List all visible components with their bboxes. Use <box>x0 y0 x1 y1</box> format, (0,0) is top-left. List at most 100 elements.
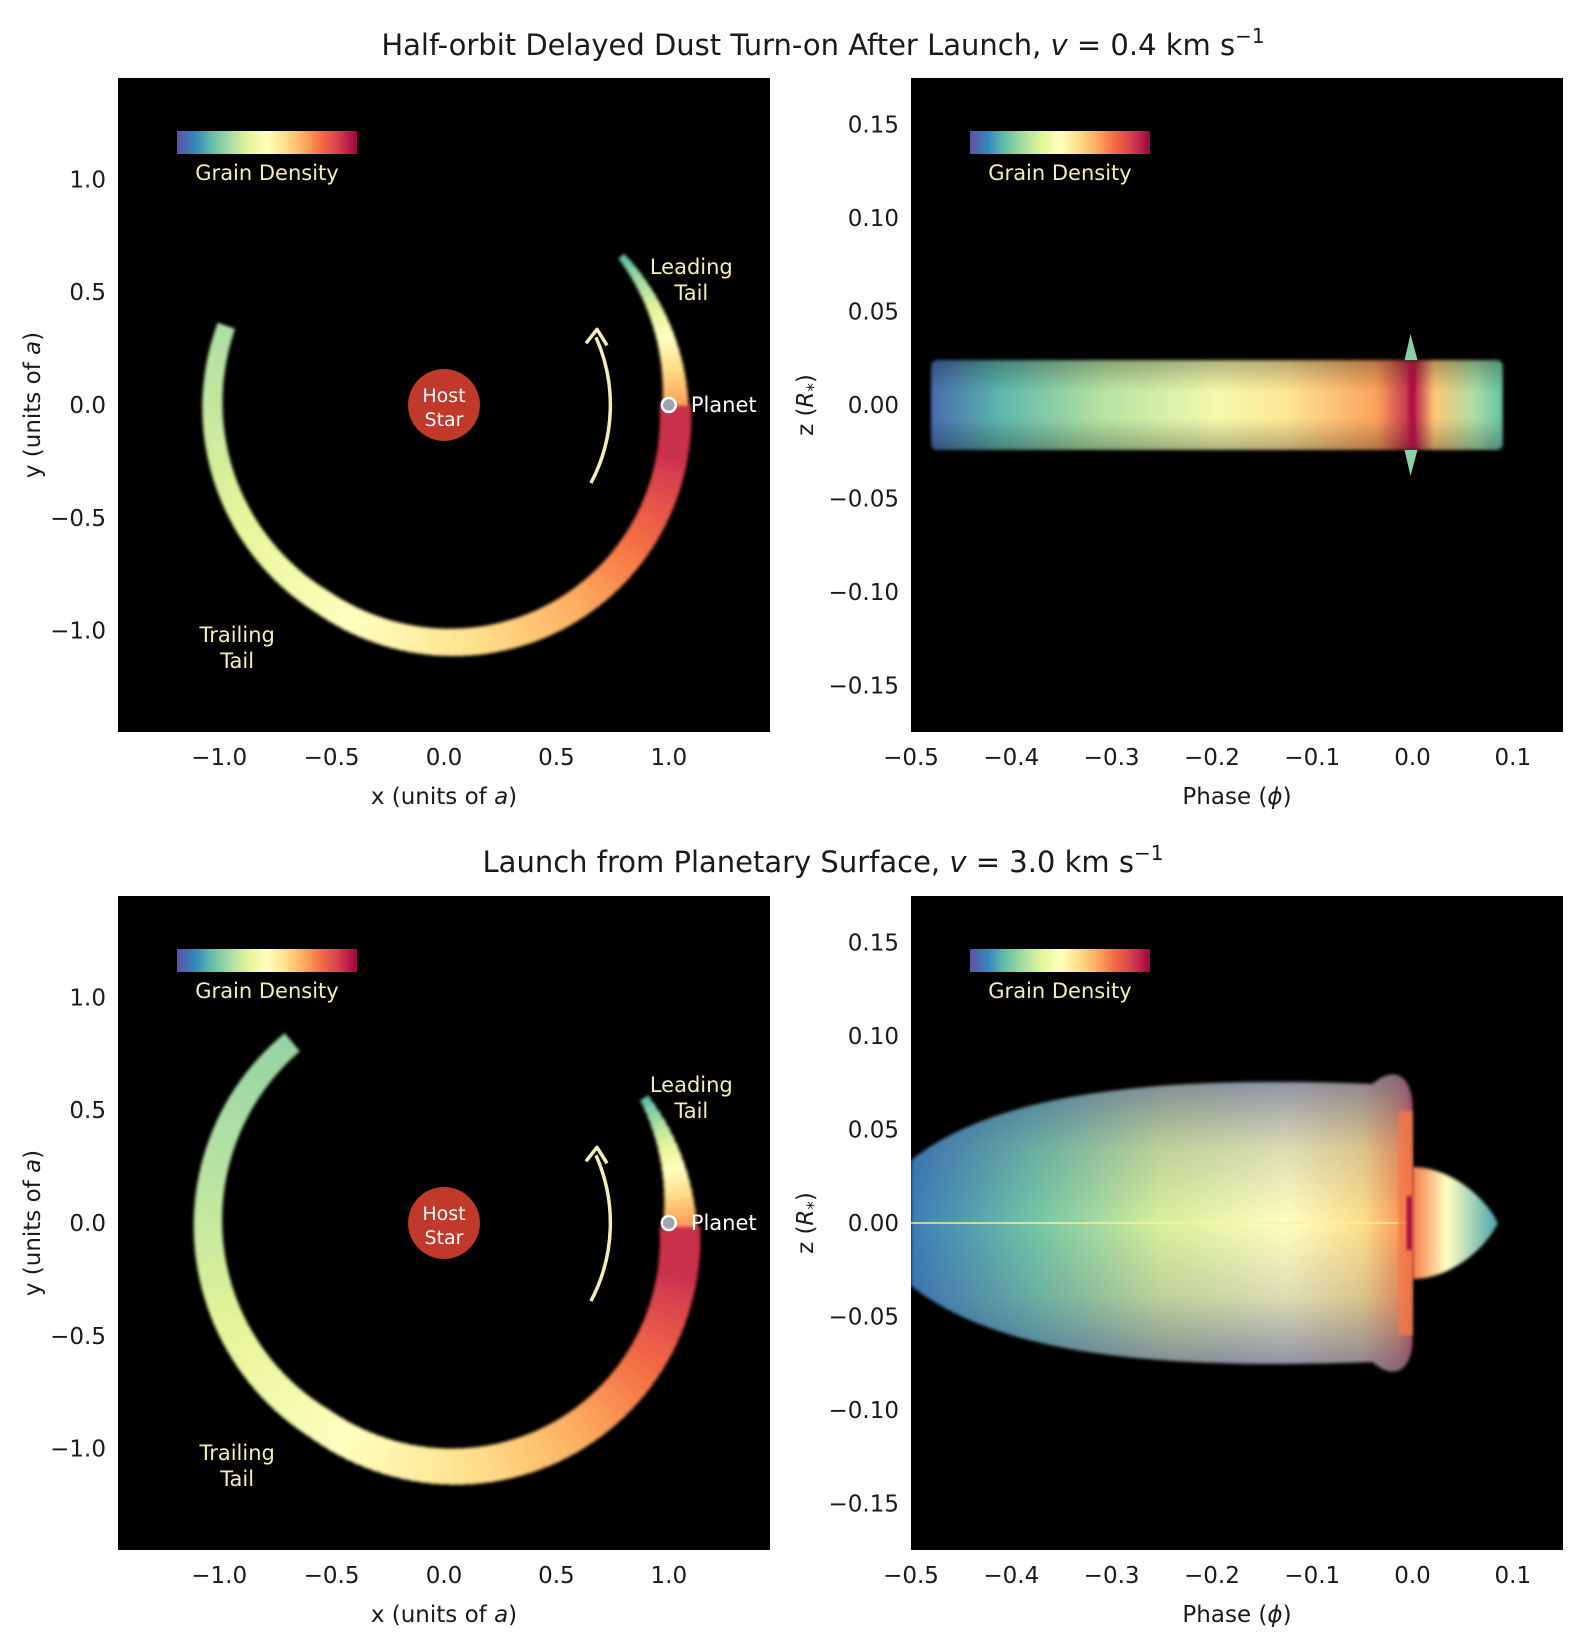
tail-segment <box>633 1331 674 1363</box>
tail-segment <box>563 1409 595 1449</box>
host-star-label: Star <box>425 409 464 431</box>
tail-segment <box>597 1381 634 1418</box>
tail-segment <box>657 1259 700 1279</box>
tail-segment <box>561 591 586 622</box>
tail-segment <box>206 1295 240 1318</box>
tail-segment <box>652 1283 695 1308</box>
tail-segment <box>257 1050 284 1076</box>
tail-segment <box>653 457 687 477</box>
tail-segment <box>626 522 659 549</box>
planet-marker <box>660 396 678 414</box>
tail-segment <box>449 1448 463 1485</box>
tail-segment <box>554 595 579 627</box>
tail-segment <box>503 618 523 650</box>
tail-segment <box>200 1155 230 1174</box>
tail-segment <box>291 576 316 603</box>
dust-tail <box>193 1033 701 1485</box>
tail-segment <box>650 1292 692 1317</box>
x-tick-label: −0.5 <box>883 1563 939 1589</box>
tail-segment <box>381 1439 401 1477</box>
density-map <box>202 253 692 657</box>
tail-segment <box>662 388 688 400</box>
tail-segment <box>247 1361 280 1391</box>
tail-segment <box>649 472 683 494</box>
tail-segment <box>540 603 564 635</box>
colorbar-label: Grain Density <box>988 161 1131 185</box>
y-axis-label: y (units of a) <box>20 1150 46 1296</box>
x-tick-label: −0.3 <box>1084 1563 1140 1589</box>
tail-segment <box>221 492 246 512</box>
tail-segment <box>580 576 608 607</box>
tail-segment <box>658 1250 701 1269</box>
tail-segment <box>263 1043 290 1069</box>
tail-segment <box>372 1437 393 1474</box>
leading-tail-label: Tail <box>673 1099 708 1123</box>
y-tick-label: 0.10 <box>848 206 899 232</box>
x-axis-label: Phase (ϕ) <box>1182 784 1291 810</box>
tail-segment <box>656 1267 698 1288</box>
tail-segment <box>241 526 266 548</box>
tail-segment <box>327 1419 354 1456</box>
tail-segment <box>441 628 453 656</box>
tail-segment <box>319 1414 346 1451</box>
colorbar-label: Grain Density <box>988 979 1131 1003</box>
tail-segment <box>279 566 303 592</box>
tail-segment <box>288 1395 318 1430</box>
tail-segment <box>533 607 556 638</box>
tail-segment <box>203 1146 233 1166</box>
tail-segment <box>272 561 298 586</box>
tail-segment <box>285 571 309 598</box>
x-tick-label: −0.1 <box>1284 745 1340 771</box>
tail-segment <box>215 478 240 496</box>
tail-segment <box>634 509 667 534</box>
tail-segment <box>547 599 571 631</box>
tail-segment <box>319 593 341 621</box>
x-tick-label: 0.1 <box>1495 745 1532 771</box>
density-map <box>193 1033 701 1485</box>
y-tick-label: −0.15 <box>829 673 899 699</box>
trailing-tail-label: Tail <box>219 1467 254 1491</box>
tail-segment <box>251 1057 278 1082</box>
tail-segment <box>326 597 348 626</box>
tail-segment <box>629 1339 669 1371</box>
x-tick-label: 0.0 <box>426 745 463 771</box>
x-tick-label: −0.1 <box>1284 1563 1340 1589</box>
tail-segment <box>655 450 689 468</box>
planet-marker <box>660 1214 678 1232</box>
tail-segment <box>608 548 639 577</box>
tail-segment <box>228 506 254 527</box>
x-tick-label: −0.5 <box>304 745 360 771</box>
tail-segment <box>591 1387 626 1425</box>
y-tick-label: −1.0 <box>50 619 106 645</box>
tail-segment <box>618 536 649 563</box>
tail-segment <box>603 554 633 584</box>
tail-segment <box>389 621 406 650</box>
x-axis-label: x (units of a) <box>371 784 517 810</box>
x-tick-label: −0.3 <box>1084 745 1140 771</box>
tail-segment <box>567 586 594 618</box>
x-axis-label: Phase (ϕ) <box>1182 1602 1291 1628</box>
tail-segment <box>651 465 685 485</box>
orbit-direction-arrow <box>589 336 613 484</box>
panel-bottom-left: HostStarPlanetLeadingTailTrailingTailGra… <box>20 896 770 1628</box>
tail-segment <box>236 519 262 541</box>
tail-segment <box>270 1037 296 1063</box>
tail-segment <box>619 1354 659 1388</box>
tail-segment <box>202 410 224 422</box>
tail-segment <box>255 544 281 568</box>
x-tick-label: −0.4 <box>983 745 1039 771</box>
tail-segment <box>203 1287 237 1309</box>
tail-segment <box>641 1316 682 1345</box>
row-title-bottom: Launch from Planetary Surface, v = 3.0 k… <box>483 841 1164 879</box>
tail-segment <box>491 1442 513 1481</box>
tail-segment <box>261 550 286 575</box>
dust-tail <box>202 253 692 657</box>
tail-segment <box>517 1434 542 1474</box>
tail-segment <box>654 1275 697 1298</box>
tail-segment <box>357 611 376 640</box>
tail-segment <box>624 1346 664 1380</box>
tail-segment <box>644 487 677 510</box>
tail-segment <box>630 515 663 541</box>
tail-segment <box>641 494 674 518</box>
tail-segment <box>381 619 398 648</box>
